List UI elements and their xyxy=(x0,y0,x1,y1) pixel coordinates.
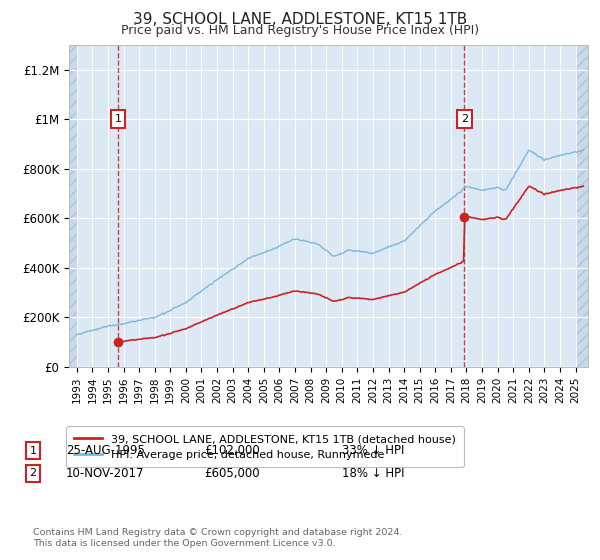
Bar xyxy=(575,45,588,367)
Text: 18% ↓ HPI: 18% ↓ HPI xyxy=(342,466,404,480)
Text: 2: 2 xyxy=(461,114,468,124)
Text: £605,000: £605,000 xyxy=(204,466,260,480)
Text: 33% ↓ HPI: 33% ↓ HPI xyxy=(342,444,404,458)
Text: Contains HM Land Registry data © Crown copyright and database right 2024.
This d: Contains HM Land Registry data © Crown c… xyxy=(33,528,403,548)
Text: 1: 1 xyxy=(115,114,122,124)
Text: 25-AUG-1995: 25-AUG-1995 xyxy=(66,444,145,458)
Text: 2: 2 xyxy=(29,468,37,478)
Text: 1: 1 xyxy=(29,446,37,456)
Legend: 39, SCHOOL LANE, ADDLESTONE, KT15 1TB (detached house), HPI: Average price, deta: 39, SCHOOL LANE, ADDLESTONE, KT15 1TB (d… xyxy=(67,426,464,468)
Text: £102,000: £102,000 xyxy=(204,444,260,458)
Text: Price paid vs. HM Land Registry's House Price Index (HPI): Price paid vs. HM Land Registry's House … xyxy=(121,24,479,37)
Text: 39, SCHOOL LANE, ADDLESTONE, KT15 1TB: 39, SCHOOL LANE, ADDLESTONE, KT15 1TB xyxy=(133,12,467,27)
Text: 10-NOV-2017: 10-NOV-2017 xyxy=(66,466,145,480)
Bar xyxy=(69,45,77,367)
